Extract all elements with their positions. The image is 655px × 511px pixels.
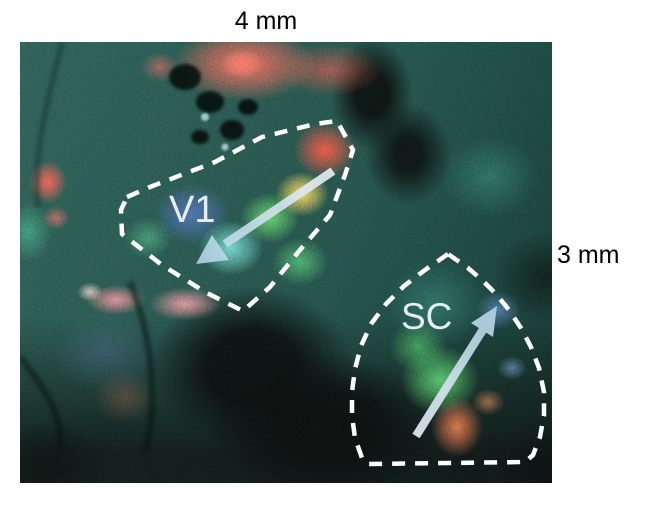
v1-region-outline (118, 118, 356, 314)
brain-tissue-image: V1 SC (20, 42, 552, 483)
sc-region-outline (349, 251, 547, 467)
scale-label-horizontal: 4 mm (234, 7, 298, 35)
blood-vessel (34, 42, 65, 208)
dark-blotch (196, 91, 224, 113)
sc-direction-arrow (412, 306, 497, 439)
scale-label-vertical: 3 mm (557, 241, 620, 269)
dark-blotch (169, 64, 201, 90)
color-speckle-texture (20, 42, 552, 483)
annotation-layer: V1 SC (118, 118, 547, 467)
dark-blotch (220, 120, 244, 140)
blood-vessel (20, 355, 64, 451)
sc-region-label: SC (401, 296, 452, 337)
vessel-highlight (221, 143, 229, 151)
vessel-highlight (201, 113, 209, 121)
dark-blotch (238, 99, 258, 115)
v1-region-label: V1 (169, 189, 215, 231)
vessel-layer (20, 42, 258, 453)
dark-blotch (191, 130, 209, 144)
blood-vessel (127, 280, 156, 453)
v1-direction-arrow (196, 167, 336, 264)
